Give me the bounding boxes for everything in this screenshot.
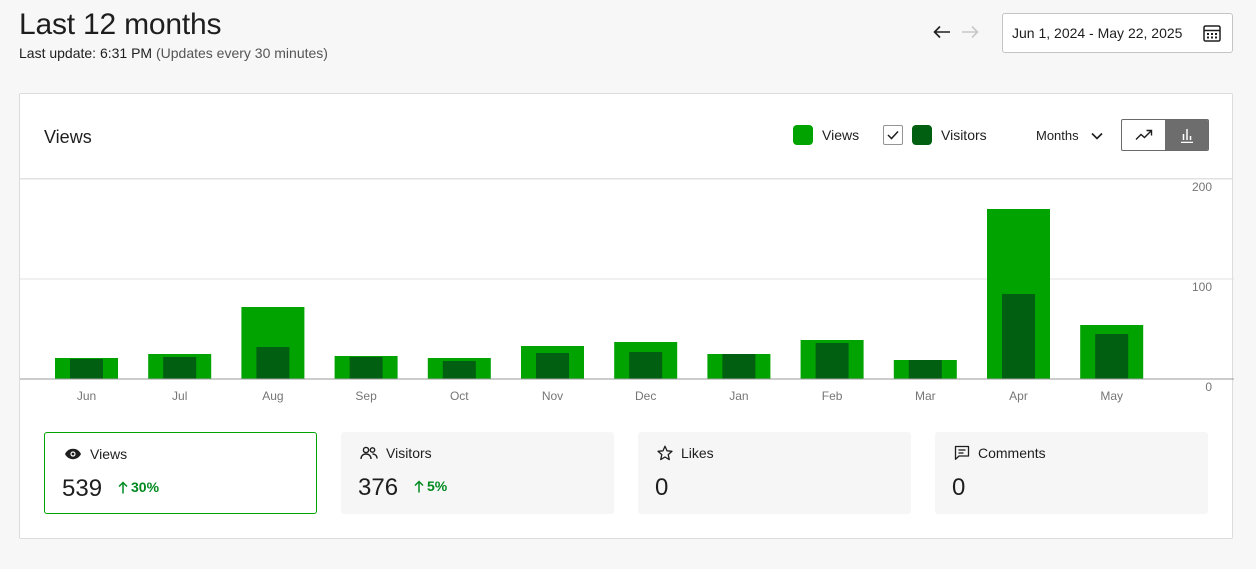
bar-chart-icon	[1180, 129, 1193, 143]
x-tick-label: Jul	[172, 389, 187, 403]
next-period-button[interactable]	[958, 20, 982, 44]
views-chart-card: Views Views Visitors Months 0 100 200 Jun Ju…	[19, 93, 1234, 539]
bar-visitors	[536, 353, 569, 379]
bar-visitors	[349, 357, 383, 379]
stat-visitors-value: 376	[358, 474, 399, 501]
bar-chart-button[interactable]	[1165, 120, 1208, 150]
stat-views-value: 539	[62, 475, 103, 502]
y-tick-label: 200	[1192, 180, 1212, 194]
arrow-up-icon	[414, 479, 424, 492]
bar-visitors	[1095, 334, 1129, 379]
x-tick-label: Sep	[355, 389, 377, 403]
x-tick-label: Feb	[822, 389, 843, 403]
x-tick-label: Dec	[635, 389, 656, 403]
previous-period-button[interactable]	[930, 20, 954, 44]
last-update-time: Last update: 6:31 PM	[19, 45, 153, 61]
bar-visitors	[256, 347, 290, 379]
star-icon	[657, 445, 673, 461]
x-tick-label: Oct	[450, 389, 469, 403]
stat-views-label: Views	[64, 446, 127, 462]
bar-chart-svg: 0 100 200 Jun Jul Aug Sep Oct Nov Dec Jan Feb Mar Apr…	[20, 179, 1234, 403]
x-tick-label: Jan	[729, 389, 748, 403]
arrow-left-icon	[933, 25, 950, 39]
stat-views-change: 30%	[118, 479, 159, 495]
bar-visitors	[722, 354, 756, 379]
page-title: Last 12 months	[19, 8, 222, 41]
x-tick-label: Jun	[77, 389, 96, 403]
stat-visitors-label: Visitors	[360, 445, 432, 461]
x-tick-label: May	[1100, 389, 1123, 403]
legend-visitors[interactable]: Visitors	[883, 125, 987, 145]
arrow-right-icon	[962, 25, 979, 39]
bar-visitors	[1002, 294, 1035, 379]
comment-icon	[954, 445, 970, 460]
stat-visitors-title: Visitors	[386, 445, 432, 461]
eye-icon	[65, 448, 81, 460]
views-swatch	[793, 125, 813, 145]
date-range-picker[interactable]: Jun 1, 2024 - May 22, 2025	[1002, 13, 1233, 53]
bar-visitors	[163, 357, 197, 379]
date-range-text: Jun 1, 2024 - May 22, 2025	[1012, 25, 1183, 41]
stat-likes-title: Likes	[681, 445, 714, 461]
x-tick-label: Apr	[1009, 389, 1028, 403]
stat-comments-title: Comments	[978, 445, 1046, 461]
legend-views: Views	[793, 125, 859, 145]
bar-visitors	[70, 359, 103, 379]
update-frequency: (Updates every 30 minutes)	[155, 45, 328, 61]
people-icon	[360, 446, 378, 460]
calendar-icon	[1203, 25, 1221, 42]
stat-comments-label: Comments	[954, 445, 1046, 461]
stat-views-title: Views	[90, 446, 128, 462]
legend-visitors-label: Visitors	[941, 127, 987, 143]
views-bar-chart: 0 100 200 Jun Jul Aug Sep Oct Nov Dec Jan Feb Mar Apr…	[20, 179, 1234, 419]
stat-comments-value: 0	[952, 474, 966, 501]
x-tick-label: Aug	[262, 389, 283, 403]
y-tick-label: 0	[1205, 380, 1212, 394]
chevron-down-icon	[1091, 132, 1103, 140]
bar-visitors	[629, 352, 663, 379]
period-select-value: Months	[1036, 128, 1079, 143]
arrow-up-icon	[118, 480, 128, 493]
stat-visitors-change-value: 5%	[427, 478, 448, 494]
stat-likes[interactable]: Likes 0	[638, 432, 911, 514]
bar-visitors	[815, 343, 849, 379]
bar-visitors	[908, 360, 942, 379]
chart-type-toggle	[1121, 119, 1209, 151]
chart-panel-title: Views	[44, 127, 92, 147]
y-tick-label: 100	[1192, 280, 1212, 294]
legend-views-label: Views	[822, 127, 860, 143]
stat-visitors-change: 5%	[414, 478, 447, 494]
stat-likes-value: 0	[655, 474, 669, 501]
line-chart-button[interactable]	[1122, 120, 1165, 150]
visitors-swatch	[912, 125, 932, 145]
visitors-checkbox[interactable]	[883, 125, 903, 145]
stat-comments[interactable]: Comments 0	[935, 432, 1208, 514]
x-tick-label: Nov	[542, 389, 563, 403]
stat-visitors[interactable]: Visitors 376 5%	[341, 432, 614, 514]
stat-views-change-value: 30%	[131, 479, 160, 495]
check-icon	[887, 130, 899, 140]
line-chart-icon	[1135, 129, 1152, 140]
stat-likes-label: Likes	[657, 445, 714, 461]
period-select[interactable]: Months	[1036, 128, 1103, 143]
stat-views[interactable]: Views 539 30%	[44, 432, 317, 514]
bar-visitors	[442, 361, 476, 379]
last-update: Last update: 6:31 PM (Updates every 30 m…	[19, 45, 328, 61]
x-tick-label: Mar	[915, 389, 936, 403]
stats-row: Views 539 30% Visitors 376 5% Likes	[44, 432, 1208, 514]
